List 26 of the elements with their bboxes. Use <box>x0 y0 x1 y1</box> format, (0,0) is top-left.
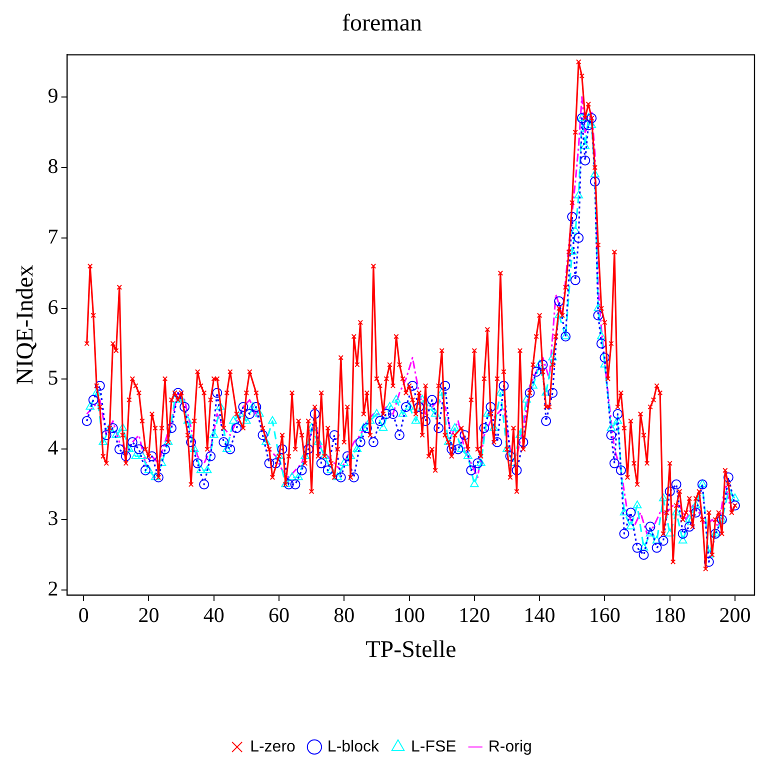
x-tick-label: 20 <box>138 603 160 628</box>
legend-label: R-orig <box>488 738 532 756</box>
x-tick-label: 120 <box>458 603 490 628</box>
x-tick-label: 200 <box>719 603 751 628</box>
x-axis-title: TP-Stelle <box>366 636 456 663</box>
legend-label: L-block <box>327 738 380 756</box>
y-tick-label: 6 <box>48 294 58 319</box>
x-tick-label: 160 <box>588 603 620 628</box>
y-tick-label: 4 <box>48 436 59 460</box>
x-tick-label: 60 <box>268 603 290 628</box>
y-tick-label: 9 <box>48 84 58 108</box>
legend-label: L-FSE <box>411 738 456 756</box>
y-tick-label: 2 <box>48 576 58 601</box>
legend-label: L-zero <box>250 738 296 756</box>
y-tick-label: 7 <box>48 224 58 248</box>
y-tick-label: 3 <box>48 506 58 530</box>
y-axis-title: NIQE-Index <box>12 264 39 385</box>
x-tick-label: 0 <box>78 603 89 628</box>
y-tick-label: 8 <box>48 154 58 178</box>
x-tick-label: 140 <box>524 603 556 628</box>
chart-title: foreman <box>342 10 422 37</box>
x-tick-label: 180 <box>654 603 686 628</box>
x-tick-label: 80 <box>334 603 355 628</box>
x-tick-label: 100 <box>394 603 426 628</box>
y-tick-label: 5 <box>48 365 58 390</box>
x-tick-label: 40 <box>203 603 224 628</box>
